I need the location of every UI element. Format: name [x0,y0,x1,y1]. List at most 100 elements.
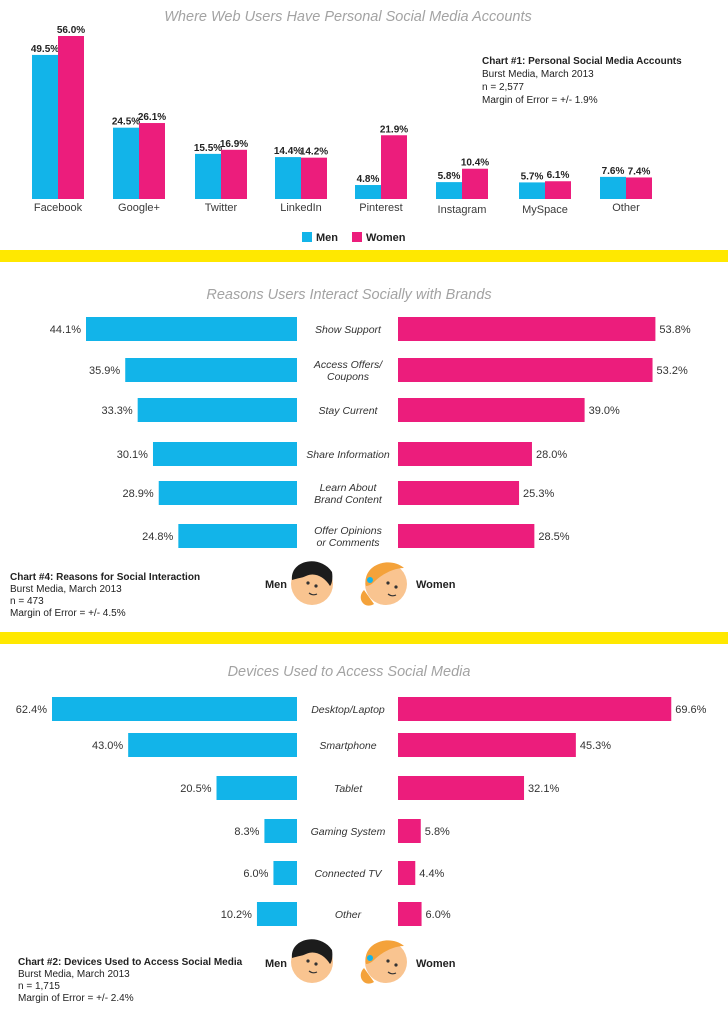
bar-label-men-0: 44.1% [50,324,81,336]
legend-women-label: Women [366,232,406,244]
category-label-0: Desktop/Laptop [311,704,385,716]
bar-men-5 [436,182,462,199]
bar-label-women-4: 25.3% [523,488,554,500]
bar-label-women-4: 4.4% [419,868,444,880]
bar-label-men-0: 49.5% [31,44,59,55]
chart-devices-bars: 62.4% 69.6% Desktop/Laptop 43.0% 45.3% Smartp… [16,697,707,926]
chart-devices-note-moe: Margin of Error = +/- 2.4% [18,993,134,1004]
chart-accounts-note-n: n = 2,577 [482,82,524,93]
bar-label-men-1: 35.9% [89,365,120,377]
chart-devices-note: Chart #2: Devices Used to Access Social … [18,957,243,1004]
bar-label-women-0: 56.0% [57,25,85,36]
category-label-5: Instagram [438,204,487,216]
bar-men-5 [178,524,297,548]
chart-reasons-women-label: Women [416,579,456,591]
bar-women-3 [301,157,327,199]
bar-label-women-4: 21.9% [380,124,408,135]
chart-accounts: Where Web Users Have Personal Social Med… [31,9,682,244]
chart-reasons-men-label: Men [265,579,287,591]
category-label-2: Twitter [205,202,238,214]
bar-women-3 [398,442,532,466]
category-label-5-line-0: Offer Opinions [314,525,382,537]
bar-women-6 [545,181,571,199]
legend-women-swatch [352,232,362,242]
bar-men-3 [152,442,297,466]
category-label-4-line-1: Brand Content [314,494,383,506]
category-label-1: Smartphone [319,740,376,752]
bar-men-2 [137,398,297,422]
bar-label-men-4: 4.8% [357,174,380,185]
bar-label-men-3: 30.1% [117,449,148,461]
category-label-3: Share Information [306,449,390,461]
bar-label-men-1: 43.0% [92,740,123,752]
man-avatar-icon [291,939,333,983]
bar-men-6 [519,182,545,199]
bar-women-2 [398,776,525,800]
chart-reasons-note-title: Chart #4: Reasons for Social Interaction [10,572,200,583]
chart-accounts-note-title: Chart #1: Personal Social Media Accounts [482,56,682,67]
bar-women-0 [398,317,656,341]
bar-men-4 [273,861,297,885]
chart-devices: Devices Used to Access Social Media 62.4… [16,664,707,1004]
bar-men-2 [216,776,297,800]
legend-men-swatch [302,232,312,242]
chart-accounts-note-moe: Margin of Error = +/- 1.9% [482,95,598,106]
woman-avatar-icon [360,940,407,984]
bar-label-women-2: 16.9% [220,139,248,150]
bar-men-7 [600,176,626,199]
chart-accounts-legend: Men Women [302,232,406,244]
bar-women-1 [398,358,653,382]
bar-men-5 [256,902,297,926]
bar-label-women-1: 26.1% [138,112,166,123]
category-label-7: Other [612,202,640,214]
chart-devices-title: Devices Used to Access Social Media [228,664,471,680]
bar-men-2 [195,153,221,199]
bar-label-men-4: 6.0% [243,868,268,880]
category-label-2: Tablet [334,783,363,795]
category-label-2: Stay Current [319,405,379,417]
bar-women-7 [626,177,652,199]
category-label-5-line-1: or Comments [316,537,380,549]
bar-men-0 [86,317,297,341]
chart-devices-note-title: Chart #2: Devices Used to Access Social … [18,957,243,968]
chart-reasons: Reasons Users Interact Socially with Bra… [10,287,691,619]
woman-avatar-icon [360,562,407,606]
legend-men-label: Men [316,232,338,244]
bar-men-0 [32,54,58,199]
bar-label-men-5: 5.8% [438,171,461,182]
bar-label-men-4: 28.9% [123,488,154,500]
category-label-3: LinkedIn [280,202,322,214]
bar-label-men-6: 5.7% [521,171,544,182]
bar-label-women-3: 28.0% [536,449,567,461]
bar-women-2 [221,149,247,199]
chart-reasons-note: Chart #4: Reasons for Social Interaction… [10,572,200,619]
chart-reasons-bars: 44.1% 53.8% Show Support 35.9% 53.2% Access O… [50,317,691,549]
bar-men-3 [264,819,297,843]
bar-men-4 [158,481,297,505]
bar-women-4 [381,135,407,199]
chart-devices-men-label: Men [265,958,287,970]
bar-women-2 [398,398,585,422]
bar-label-women-2: 39.0% [589,405,620,417]
bar-women-3 [398,819,421,843]
bar-label-men-5: 10.2% [221,909,252,921]
chart-reasons-note-n: n = 473 [10,596,44,607]
bar-label-men-2: 20.5% [180,783,211,795]
bar-men-1 [125,358,298,382]
bar-women-5 [398,902,422,926]
category-label-1: Google+ [118,202,160,214]
category-label-5: Other [335,909,362,921]
bar-women-5 [462,168,488,199]
bar-label-women-5: 10.4% [461,158,489,169]
bar-men-1 [113,127,139,199]
section-divider-2 [0,632,728,644]
bar-women-5 [398,524,535,548]
bar-men-4 [355,185,381,199]
chart-reasons-note-moe: Margin of Error = +/- 4.5% [10,608,126,619]
category-label-3: Gaming System [311,826,386,838]
category-label-4: Pinterest [359,202,402,214]
bar-label-women-0: 53.8% [659,324,690,336]
chart-devices-women-label: Women [416,958,456,970]
bar-label-men-2: 15.5% [194,143,222,154]
bar-label-women-1: 45.3% [580,740,611,752]
